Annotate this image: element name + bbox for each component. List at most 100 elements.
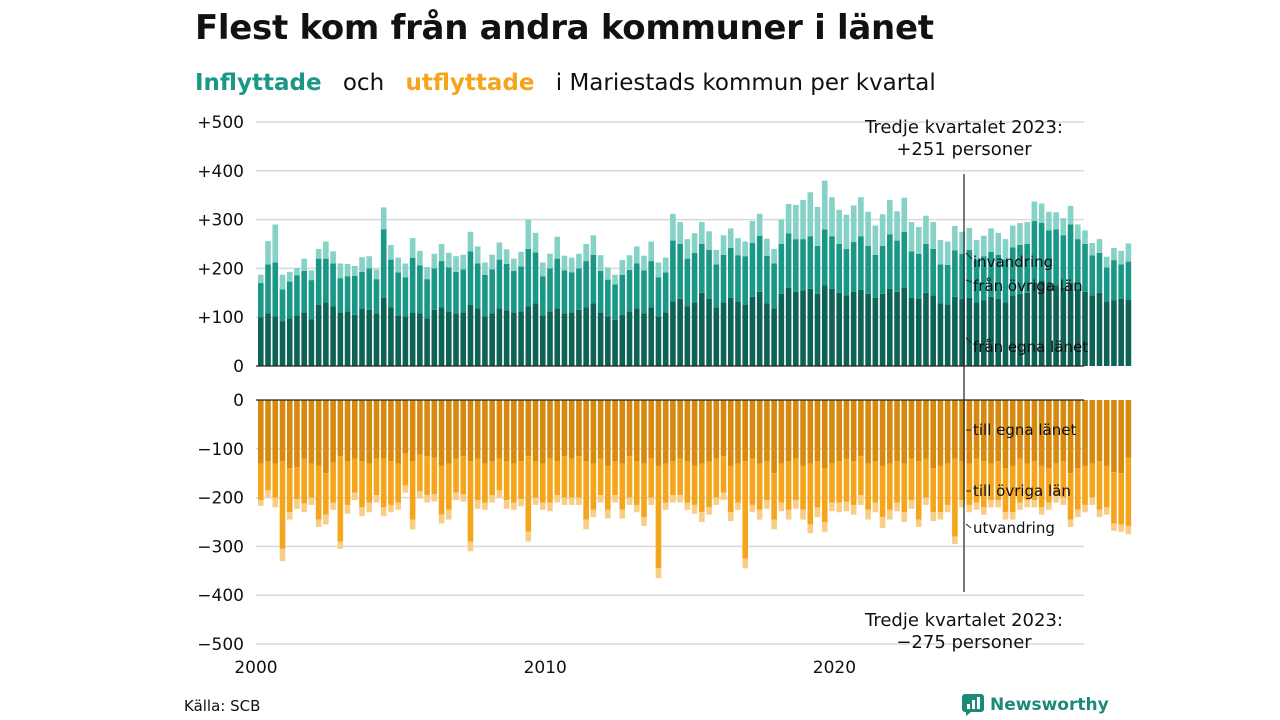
bar-in-own-county (1046, 284, 1052, 366)
bar-out-other-county (438, 465, 445, 515)
bar-out-own-county (988, 400, 994, 464)
bar-out-own-county (930, 400, 936, 469)
bar-in-other-county (561, 270, 568, 314)
chart-title: Flest kom från andra kommuner i länet (195, 8, 934, 48)
bar-in-immigration (380, 207, 387, 230)
bar-in-other-county (568, 272, 575, 313)
bar-out-own-county (677, 400, 683, 459)
bar-out-emigration (344, 504, 351, 514)
bar-out-other-county (633, 461, 640, 505)
bar-in-own-county (554, 308, 561, 366)
bar-in-own-county (409, 312, 416, 366)
bar-out-emigration (894, 502, 900, 512)
bar-in-own-county (1060, 287, 1067, 366)
bar-in-own-county (662, 312, 669, 366)
bar-out-emigration (554, 495, 561, 503)
bar-in-own-county (424, 318, 430, 366)
bar-in-own-county (467, 305, 474, 366)
bar-in-own-county (756, 291, 763, 366)
bar-in-own-county (482, 316, 488, 366)
bar-in-immigration (482, 262, 488, 275)
bar-in-own-county (359, 308, 365, 366)
bar-out-emigration (988, 500, 994, 508)
bar-in-other-county (395, 272, 401, 316)
series-label-leader (965, 279, 973, 283)
bar-in-own-county (923, 292, 929, 366)
bar-in-own-county (1118, 298, 1124, 366)
bar-out-own-county (742, 400, 749, 461)
bar-in-own-county (1031, 282, 1038, 366)
bar-out-own-county (1024, 400, 1030, 464)
bar-in-own-county (901, 287, 908, 366)
bar-in-immigration (706, 231, 712, 250)
bar-in-immigration (908, 222, 915, 252)
bar-out-other-county (503, 461, 510, 501)
bar-out-other-county (395, 463, 401, 503)
bar-out-own-county (843, 400, 850, 459)
bar-in-immigration (1118, 250, 1124, 265)
x-tick-label: 2020 (813, 658, 856, 678)
bar-out-other-county (366, 463, 373, 503)
bar-out-other-county (995, 461, 1002, 501)
bar-in-own-county (879, 293, 886, 366)
bar-out-own-county (973, 400, 980, 459)
bar-in-immigration (388, 244, 394, 260)
bar-in-own-county (1002, 302, 1009, 366)
bar-in-other-county (713, 264, 720, 308)
series-label: från övriga län (973, 277, 1083, 295)
bar-in-other-county (894, 240, 900, 292)
bar-out-emigration (518, 499, 524, 507)
bar-out-own-county (576, 400, 582, 457)
bar-out-own-county (424, 400, 430, 457)
bar-out-emigration (315, 519, 322, 527)
x-tick-labels: 2000 2010 2020 (234, 658, 856, 678)
bar-out-other-county (901, 463, 908, 513)
bar-out-emigration (930, 512, 936, 522)
bar-out-emigration (351, 492, 358, 501)
bar-out-other-county (474, 458, 481, 501)
bar-out-own-county (344, 400, 351, 461)
bar-in-other-county (735, 255, 741, 302)
bar-out-other-county (908, 458, 915, 501)
bar-out-other-county (1024, 463, 1030, 501)
bar-out-emigration (1002, 512, 1009, 520)
bar-out-emigration (944, 504, 951, 513)
bar-in-own-county (547, 311, 553, 366)
bar-out-own-county (894, 400, 900, 461)
bar-out-own-county (286, 400, 293, 469)
bar-out-emigration (1096, 509, 1103, 518)
bar-out-own-county (1103, 400, 1110, 466)
bar-in-own-county (858, 289, 864, 366)
bar-in-immigration (1089, 243, 1096, 256)
bar-out-emigration (1024, 500, 1030, 508)
bar-out-own-county (720, 400, 727, 457)
bar-out-other-county (829, 463, 835, 503)
bar-out-other-county (764, 461, 770, 501)
bar-out-own-county (474, 400, 481, 459)
subtitle-och: och (342, 70, 385, 96)
bar-in-immigration (279, 274, 286, 290)
bar-out-own-county (879, 400, 886, 466)
bar-in-other-county (850, 242, 857, 292)
bar-out-own-county (503, 400, 510, 461)
bar-in-immigration (973, 240, 980, 260)
bar-in-own-county (308, 319, 315, 366)
bar-in-other-county (908, 251, 915, 298)
bar-out-own-county (858, 400, 864, 457)
bar-out-own-county (691, 400, 698, 466)
bar-out-emigration (662, 502, 669, 510)
bar-out-other-county (988, 463, 994, 501)
bar-out-emigration (836, 502, 842, 513)
bar-in-own-county (301, 312, 307, 366)
bar-out-emigration (684, 502, 691, 510)
bar-in-own-county (1089, 295, 1096, 366)
bar-out-own-county (605, 400, 611, 466)
bar-in-immigration (952, 225, 958, 251)
bar-out-emigration (1046, 502, 1052, 510)
bar-out-emigration (1125, 525, 1132, 535)
bar-out-other-county (605, 465, 611, 510)
brand-logo[interactable]: Newsworthy (962, 694, 1109, 716)
bar-in-own-county (641, 313, 647, 366)
bar-out-emigration (735, 502, 741, 510)
